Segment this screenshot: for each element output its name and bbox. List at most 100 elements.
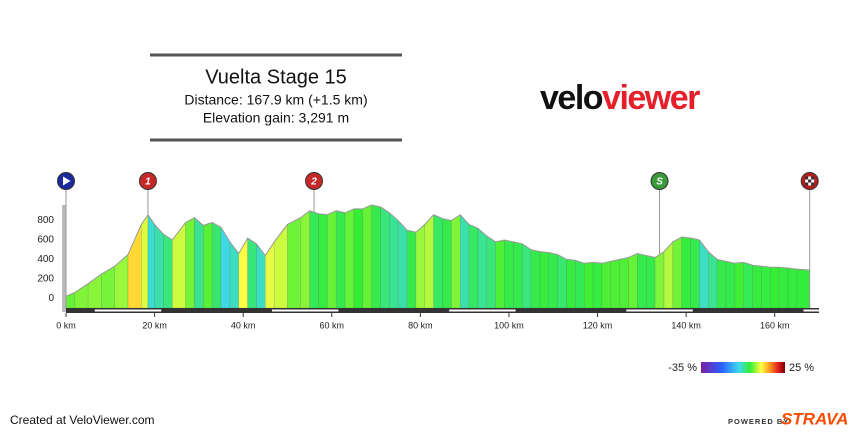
profile-segment bbox=[734, 262, 744, 309]
logo: veloviewer bbox=[540, 79, 700, 117]
profile-segment bbox=[335, 210, 346, 309]
profile-segment bbox=[628, 253, 638, 309]
x-tick-label: 0 km bbox=[56, 320, 76, 330]
profile-segment bbox=[495, 239, 505, 309]
profile-segment bbox=[486, 235, 496, 309]
profile-segment bbox=[397, 219, 408, 309]
profile-outline bbox=[65, 204, 810, 297]
x-tick-label: 120 km bbox=[583, 320, 613, 330]
profile-segment bbox=[654, 251, 665, 309]
profile-segment bbox=[265, 241, 275, 309]
x-tick-label: 60 km bbox=[320, 320, 345, 330]
profile-segment bbox=[300, 210, 310, 309]
profile-segment bbox=[610, 259, 620, 309]
profile-segment bbox=[468, 224, 479, 309]
footer-powered: POWERED BY bbox=[728, 417, 789, 426]
profile-segment bbox=[327, 210, 337, 309]
x-axis-stripe bbox=[803, 309, 819, 312]
x-tick-label: 80 km bbox=[408, 320, 433, 330]
profile-segment bbox=[172, 221, 186, 309]
profile-segment bbox=[592, 262, 603, 309]
profile-segment bbox=[318, 213, 328, 309]
subtitle: Distance: 167.9 km (+1.5 km) bbox=[184, 92, 367, 108]
profile-segment bbox=[690, 237, 700, 309]
marker bbox=[138, 172, 157, 190]
marker-label: 1 bbox=[145, 177, 151, 188]
profile-segment bbox=[557, 254, 567, 309]
profile-segment bbox=[380, 206, 390, 309]
finish-icon bbox=[811, 182, 815, 186]
x-axis-stripe bbox=[626, 309, 693, 312]
profile-segment bbox=[521, 243, 532, 309]
x-axis-bar bbox=[66, 308, 819, 313]
footer-strava: STRAVA bbox=[781, 409, 848, 428]
chart-title: Vuelta Stage 15 bbox=[205, 66, 347, 88]
profile-segment bbox=[185, 217, 195, 309]
profile-segment bbox=[646, 255, 656, 309]
profile-segment bbox=[583, 262, 594, 309]
x-tick-label: 160 km bbox=[760, 320, 790, 330]
legend-label: 25 % bbox=[789, 362, 814, 374]
profile-segment bbox=[147, 213, 155, 309]
profile-segment bbox=[163, 233, 173, 309]
profile-segment bbox=[353, 208, 364, 309]
legend-label: -35 % bbox=[668, 362, 697, 374]
marker-label: 2 bbox=[310, 177, 317, 188]
finish-icon bbox=[811, 176, 815, 180]
profile-segment bbox=[273, 223, 288, 309]
profile-segment bbox=[309, 210, 319, 309]
profile-segment bbox=[74, 283, 89, 309]
profile-segment bbox=[716, 259, 727, 309]
profile-segment bbox=[141, 213, 149, 309]
profile-segment bbox=[513, 241, 523, 309]
y-tick-label: 200 bbox=[37, 273, 54, 284]
profile-segment bbox=[442, 218, 452, 309]
profile-segment bbox=[548, 252, 558, 309]
gradient-legend bbox=[701, 362, 785, 373]
profile-segment bbox=[424, 214, 434, 309]
profile-segment bbox=[477, 227, 488, 309]
y-tick-label: 800 bbox=[37, 215, 54, 226]
profile-segment bbox=[194, 217, 204, 309]
profile-segment bbox=[459, 214, 470, 309]
profile-segment bbox=[238, 237, 248, 309]
y-tick-label: 600 bbox=[37, 235, 54, 246]
start-icon bbox=[63, 176, 71, 186]
profile-segment bbox=[389, 212, 399, 309]
profile-segment bbox=[433, 214, 443, 309]
logo-viewer: viewer bbox=[602, 79, 700, 117]
profile-segment bbox=[708, 251, 718, 309]
x-axis-stripe bbox=[94, 309, 162, 312]
profile-segment bbox=[752, 264, 762, 309]
profile-segment bbox=[663, 241, 674, 309]
profile-segment bbox=[406, 229, 417, 309]
y-tick-label: 400 bbox=[37, 254, 54, 265]
marker bbox=[650, 172, 669, 190]
subtitle: Elevation gain: 3,291 m bbox=[203, 110, 349, 126]
profile-segment bbox=[530, 249, 541, 309]
y-tick-label: 0 bbox=[48, 293, 54, 304]
profile-segment bbox=[127, 224, 142, 309]
profile-segment bbox=[601, 261, 612, 309]
profile-segment bbox=[637, 253, 647, 309]
profile-segment bbox=[761, 265, 771, 309]
profile-segment bbox=[247, 237, 257, 309]
x-tick-label: 140 km bbox=[671, 320, 701, 330]
profile-segment bbox=[796, 268, 810, 309]
profile-segment bbox=[770, 266, 780, 309]
y-axis-bar bbox=[62, 205, 66, 312]
profile-segment bbox=[203, 222, 213, 309]
finish-icon bbox=[808, 179, 812, 183]
profile-segment bbox=[504, 239, 514, 309]
profile-segment bbox=[287, 217, 302, 309]
profile-segment bbox=[371, 204, 381, 309]
x-tick-label: 20 km bbox=[142, 320, 167, 330]
x-axis-stripe bbox=[449, 309, 516, 312]
finish-icon bbox=[811, 179, 815, 183]
finish-icon bbox=[805, 176, 809, 180]
marker-label: S bbox=[656, 177, 663, 188]
footer-created: Created at VeloViewer.com bbox=[10, 413, 155, 427]
profile-segment bbox=[362, 204, 372, 309]
marker bbox=[305, 172, 324, 190]
